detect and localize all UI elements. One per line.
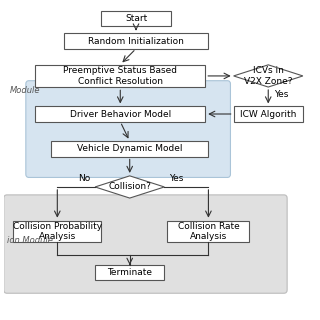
FancyBboxPatch shape (35, 65, 205, 87)
Text: Yes: Yes (169, 173, 183, 182)
Text: No: No (78, 173, 90, 182)
Text: Vehicle Dynamic Model: Vehicle Dynamic Model (77, 144, 182, 153)
FancyBboxPatch shape (64, 33, 208, 49)
FancyBboxPatch shape (101, 11, 171, 27)
FancyBboxPatch shape (13, 220, 101, 242)
Text: Driver Behavior Model: Driver Behavior Model (70, 109, 171, 118)
Text: Collision Rate
Analysis: Collision Rate Analysis (178, 222, 239, 241)
FancyBboxPatch shape (234, 106, 303, 122)
Text: Yes: Yes (275, 90, 289, 99)
FancyBboxPatch shape (167, 220, 249, 242)
Polygon shape (234, 65, 303, 87)
Text: Random Initialization: Random Initialization (88, 36, 184, 45)
Polygon shape (95, 176, 164, 198)
Text: ICW Algorith: ICW Algorith (240, 109, 296, 118)
FancyBboxPatch shape (35, 106, 205, 122)
Text: Collision Probability
Analysis: Collision Probability Analysis (13, 222, 102, 241)
Text: Preemptive Status Based
Conflict Resolution: Preemptive Status Based Conflict Resolut… (63, 66, 177, 86)
Text: Module: Module (10, 86, 41, 95)
Text: ion Module: ion Module (7, 236, 53, 245)
Text: Collision?: Collision? (108, 182, 151, 191)
Text: Start: Start (125, 14, 147, 23)
FancyBboxPatch shape (4, 195, 287, 293)
Text: ICVs in
V2X Zone?: ICVs in V2X Zone? (244, 66, 292, 86)
Text: Terminate: Terminate (107, 268, 152, 277)
FancyBboxPatch shape (51, 141, 208, 156)
FancyBboxPatch shape (26, 81, 230, 178)
FancyBboxPatch shape (95, 265, 164, 280)
